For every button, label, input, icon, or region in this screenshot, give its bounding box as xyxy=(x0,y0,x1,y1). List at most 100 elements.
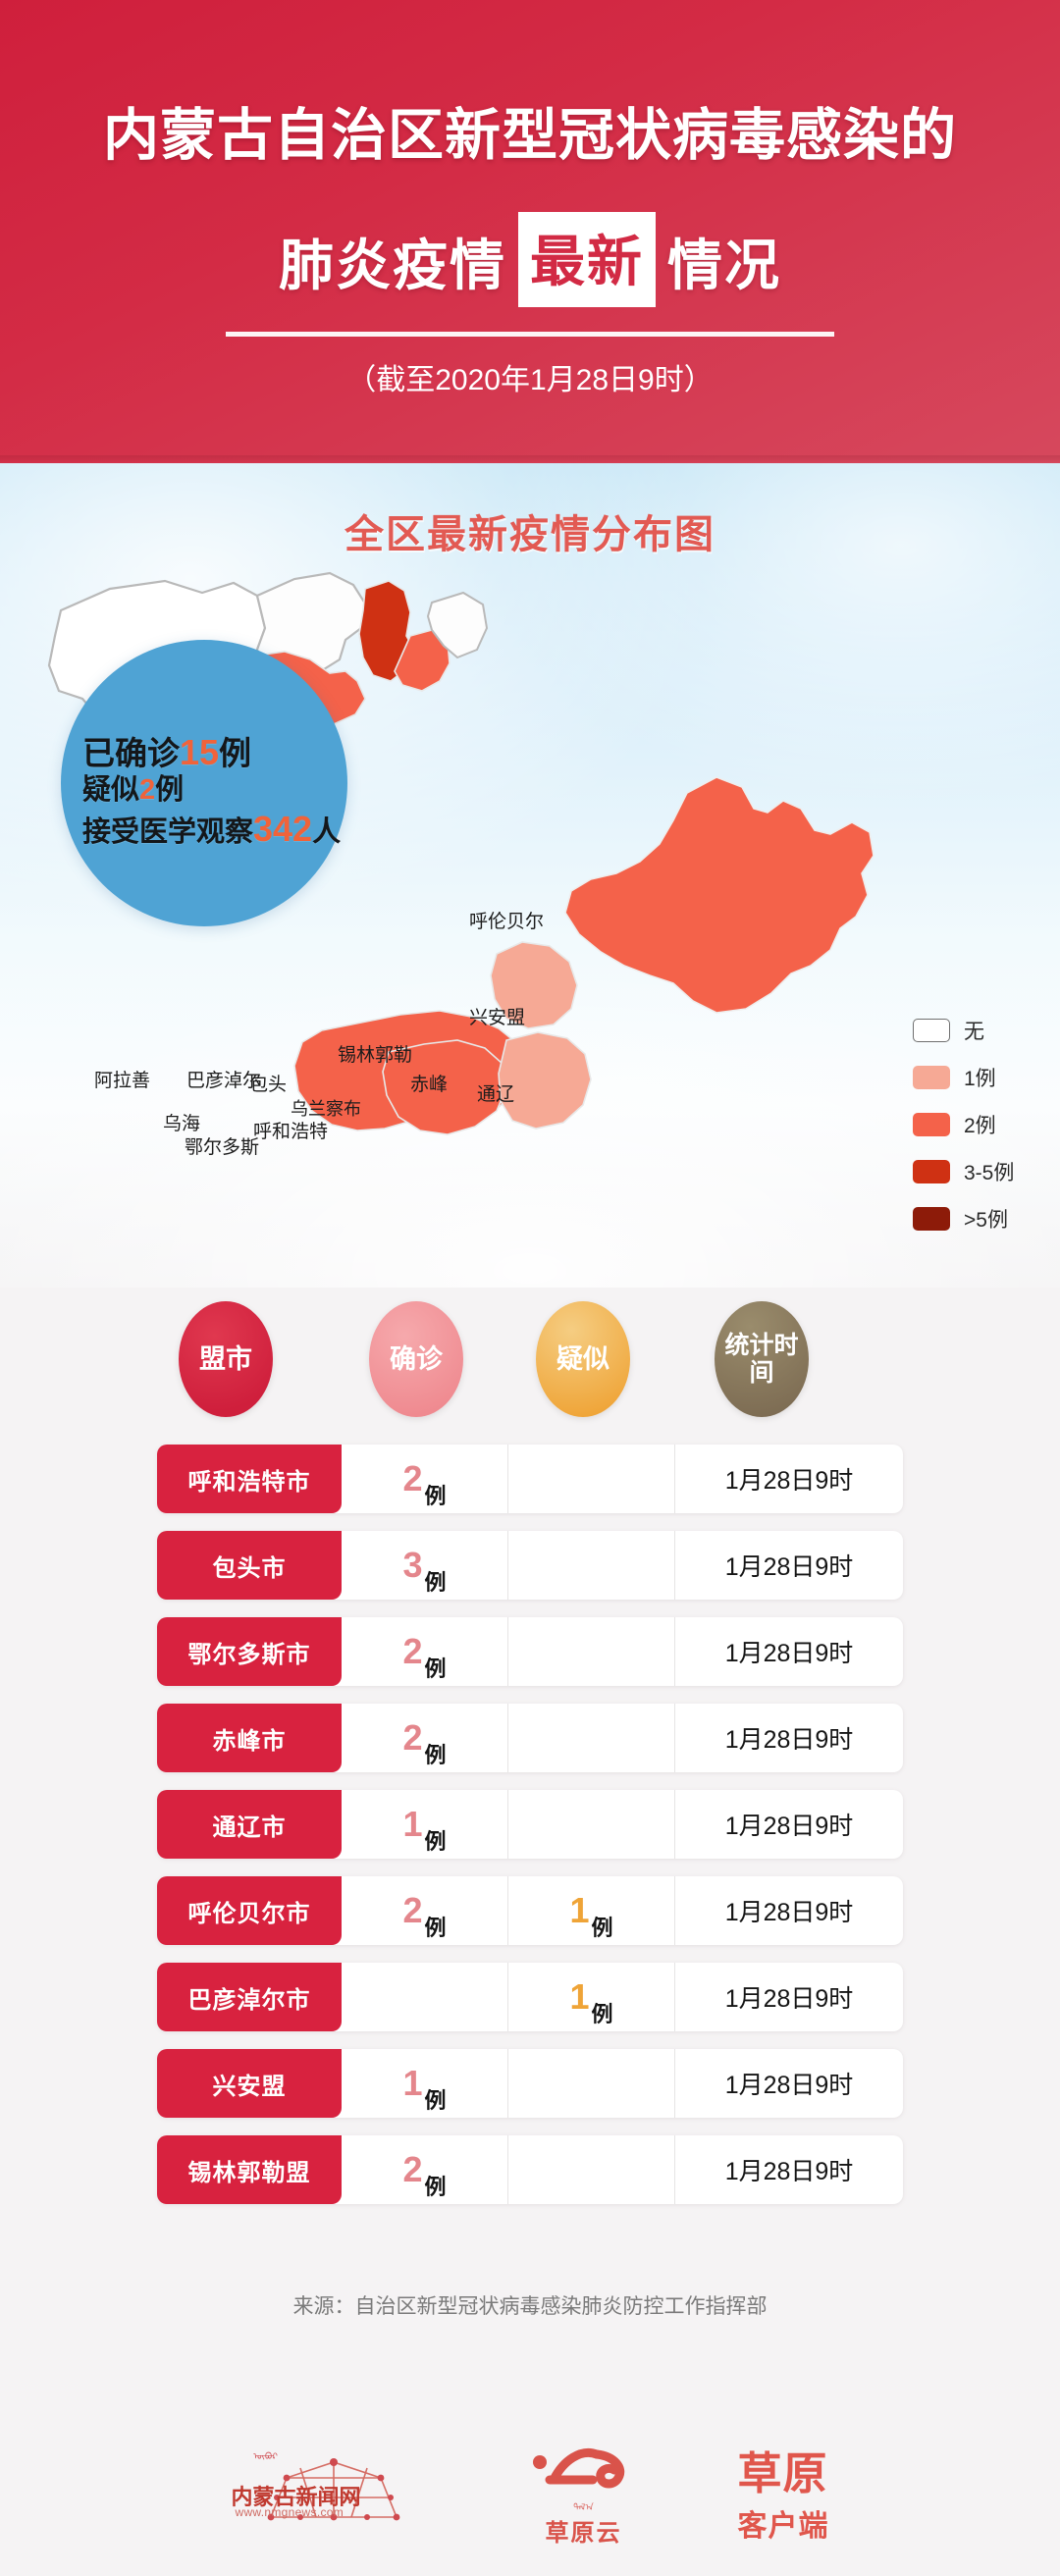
stat-confirmed-label: 已确诊 xyxy=(82,735,180,771)
map-label-alxa: 阿拉善 xyxy=(94,1071,151,1091)
logo-nmgnews-mongolian-script: ᠥᠪᠥᠷ xyxy=(253,2450,278,2461)
table-cell-suspected xyxy=(508,1531,675,1600)
table-cell-suspected-unit: 例 xyxy=(591,1916,613,1940)
map-label-tongliao: 通辽 xyxy=(477,1084,515,1105)
logo-caoyuanyun-mongolian-script: ᠲᠠᠯ᠎ᠠ xyxy=(573,2502,594,2512)
page-title-line2-pre: 肺炎疫情 xyxy=(279,235,506,296)
source-note: 来源：自治区新型冠状病毒感染肺炎防控工作指挥部 xyxy=(292,2295,768,2318)
legend-item-over-five: >5例 xyxy=(913,1204,1014,1234)
map-section: 全区最新疫情分布图 xyxy=(0,463,1060,1288)
legend-swatch-none-icon xyxy=(913,1019,950,1042)
table-row[interactable]: 鄂尔多斯市 2 例 1月28日9时 xyxy=(157,1617,903,1686)
table-cell-suspected xyxy=(508,1445,675,1513)
table-cell-city: 赤峰市 xyxy=(157,1704,342,1772)
legend-item-three-to-five: 3-5例 xyxy=(913,1157,1014,1186)
table-row[interactable]: 兴安盟 1 例 1月28日9时 xyxy=(157,2049,903,2118)
caoyuanyun-mark-icon xyxy=(532,2448,624,2489)
table-cell-suspected-value: 1 xyxy=(569,1976,590,2017)
table-cell-confirmed-unit: 例 xyxy=(424,2088,447,2113)
legend-label-one: 1例 xyxy=(964,1068,996,1090)
map-legend: 无 1例 2例 3-5例 >5例 xyxy=(913,1016,1014,1251)
table-cell-city: 呼和浩特市 xyxy=(157,1445,342,1513)
table-row[interactable]: 巴彦淖尔市 1 例 1月28日9时 xyxy=(157,1963,903,2031)
page-title-line2: 肺炎疫情 最新 情况 xyxy=(0,212,1060,325)
table-cell-confirmed-value: 2 xyxy=(402,1890,423,1930)
table-cell-confirmed-value: 1 xyxy=(402,1804,423,1844)
table-cell-time: 1月28日9时 xyxy=(724,1640,854,1667)
caoyuanyun-dot-icon xyxy=(532,2455,547,2469)
table-cell-suspected-unit: 例 xyxy=(591,2002,613,2026)
table-cell-time: 1月28日9时 xyxy=(724,1553,854,1581)
table-header-suspected: 疑似 xyxy=(536,1301,630,1417)
table-cell-confirmed xyxy=(342,1963,508,2031)
legend-swatch-over-five-icon xyxy=(913,1207,950,1231)
map-label-ordos: 鄂尔多斯 xyxy=(185,1137,260,1158)
table-cell-suspected xyxy=(508,2049,675,2118)
title-underline xyxy=(226,332,834,337)
table-row[interactable]: 通辽市 1 例 1月28日9时 xyxy=(157,1790,903,1859)
table-cell-time: 1月28日9时 xyxy=(724,2072,854,2099)
logo-caoyuanyun[interactable]: ᠲᠠᠯ᠎ᠠ 草原云 xyxy=(510,2435,658,2548)
table-cell-time: 1月28日9时 xyxy=(724,1467,854,1495)
summary-stats-circle xyxy=(61,640,347,926)
map-label-ulanqab: 乌兰察布 xyxy=(291,1099,361,1119)
map-region-hulunbuir[interactable] xyxy=(564,776,874,1014)
legend-swatch-two-icon xyxy=(913,1113,950,1136)
legend-label-none: 无 xyxy=(964,1021,984,1043)
table-cell-confirmed-value: 3 xyxy=(402,1545,423,1585)
stat-observation-line: 接受医学观察342人 xyxy=(82,808,355,851)
legend-label-two: 2例 xyxy=(964,1115,996,1137)
map-region-chifeng[interactable] xyxy=(382,1039,507,1135)
stat-confirmed-value: 15 xyxy=(180,732,220,772)
table-cell-confirmed-unit: 例 xyxy=(424,1570,447,1595)
stat-confirmed-unit: 例 xyxy=(219,735,252,771)
table-cell-confirmed-unit: 例 xyxy=(424,1743,447,1767)
table-row[interactable]: 赤峰市 2 例 1月28日9时 xyxy=(157,1704,903,1772)
table-row[interactable]: 包头市 3 例 1月28日9时 xyxy=(157,1531,903,1600)
table-cell-city: 兴安盟 xyxy=(157,2049,342,2118)
map-label-wuhai: 乌海 xyxy=(163,1114,201,1134)
table-row[interactable]: 呼和浩特市 2 例 1月28日9时 xyxy=(157,1445,903,1513)
table-header-city: 盟市 xyxy=(179,1301,273,1417)
legend-label-over-five: >5例 xyxy=(964,1209,1008,1232)
page-header: 内蒙古自治区新型冠状病毒感染的 肺炎疫情 最新 情况 （截至2020年1月28日9时… xyxy=(0,0,1060,463)
map-label-xilingol: 锡林郭勒 xyxy=(338,1045,413,1066)
page-title-line2-post: 情况 xyxy=(667,235,781,296)
legend-item-none: 无 xyxy=(913,1016,1014,1045)
table-cell-suspected xyxy=(508,1617,675,1686)
yurt-icon xyxy=(267,2457,399,2520)
page-title-highlight: 最新 xyxy=(518,212,656,307)
map-label-baotou: 包头 xyxy=(249,1075,288,1095)
table-cell-confirmed-value: 1 xyxy=(402,2063,423,2103)
table-header-row: 盟市 确诊 疑似 统计时间 xyxy=(0,1288,1060,1445)
map-region-ulanqab[interactable] xyxy=(426,591,489,659)
table-header-time: 统计时间 xyxy=(715,1301,809,1417)
table-row[interactable]: 锡林郭勒盟 2 例 1月28日9时 xyxy=(157,2135,903,2204)
table-cell-city: 巴彦淖尔市 xyxy=(157,1963,342,2031)
table-cell-city: 通辽市 xyxy=(157,1790,342,1859)
logo-caoyuan-client[interactable]: 草原 客户端 xyxy=(730,2438,829,2545)
logo-nmgnews-url: www.nmgnews.com xyxy=(235,2504,344,2519)
map-region-tongliao[interactable] xyxy=(498,1031,592,1130)
table-cell-time: 1月28日9时 xyxy=(724,1899,854,1926)
table-header-time-label: 统计时间 xyxy=(724,1332,799,1387)
legend-label-three-to-five: 3-5例 xyxy=(964,1162,1015,1184)
legend-item-one: 1例 xyxy=(913,1063,1014,1092)
table-cell-time: 1月28日9时 xyxy=(724,1813,854,1840)
map-label-bayannur: 巴彦淖尔 xyxy=(186,1071,262,1091)
map-region-hinggan[interactable] xyxy=(490,941,578,1029)
table-cell-confirmed-value: 2 xyxy=(402,2149,423,2189)
stat-confirmed-line: 已确诊15例 xyxy=(82,732,355,773)
map-label-hulunbuir: 呼伦贝尔 xyxy=(469,912,545,932)
logo-nmgnews[interactable]: ᠥᠪᠥᠷ 内蒙古新闻网 www.nmgnews.com xyxy=(232,2445,438,2539)
table-row[interactable]: 呼伦贝尔市 2 例 1 例 1月28日9时 xyxy=(157,1876,903,1945)
table-cell-time: 1月28日9时 xyxy=(724,1726,854,1754)
